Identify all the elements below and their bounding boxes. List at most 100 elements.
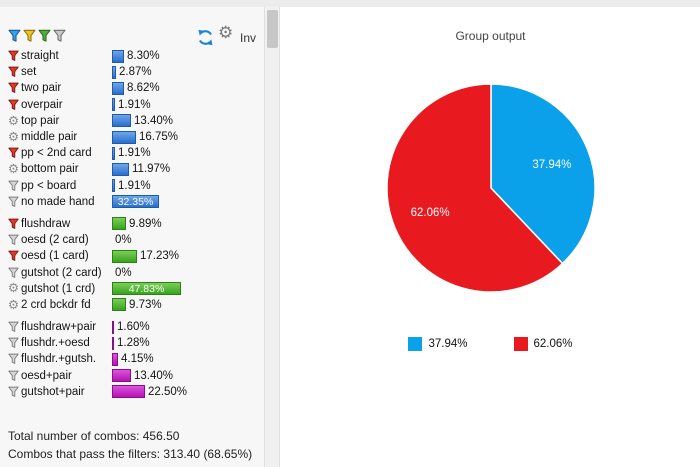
totals-block: Total number of combos: 456.50 Combos th… [8,427,252,463]
stat-row-bottom-pair[interactable]: ⚙ bottom pair 11.97% [6,161,262,177]
filters-panel: ⚙ Inv straight 8.30% set 2.87% two pair … [0,7,264,467]
filter-funnel-gray-icon[interactable] [53,29,66,43]
stat-row-2-crd-bckdr-fd[interactable]: ⚙ 2 crd bckdr fd 9.73% [6,297,262,313]
stat-row-label: bottom pair [21,163,79,176]
stat-bar [112,352,118,366]
stat-row-flushdr-oesd[interactable]: flushdr.+oesd 1.28% [6,335,262,351]
legend-label: 62.06% [533,338,573,350]
funnel-gray-icon[interactable] [6,370,21,382]
stat-bar [112,130,136,144]
stat-row-middle-pair[interactable]: ⚙ middle pair 16.75% [6,129,262,145]
funnel-red-icon[interactable] [6,218,21,230]
stat-bar-wrap: 0% [112,234,262,246]
stat-row-top-pair[interactable]: ⚙ top pair 13.40% [6,113,262,129]
group-output-panel: Group output 37.94% 62.06% 37.94% 62.06% [281,7,700,467]
filter-funnel-yellow-icon[interactable] [23,29,36,43]
stat-row-label: pp < board [21,179,77,192]
vertical-scrollbar[interactable] [264,7,280,467]
chart-legend: 37.94% 62.06% [281,337,700,351]
stat-value: 0% [115,266,132,279]
stat-bar-wrap: 13.40% [112,114,262,128]
stat-row-label: oesd+pair [21,369,72,382]
legend-item: 62.06% [513,337,573,351]
stat-bar [112,336,114,350]
stat-bar [112,249,137,263]
stat-row-oesd-pair[interactable]: oesd+pair 13.40% [6,368,262,384]
stat-row-flushdr-gutsh[interactable]: flushdr.+gutsh. 4.15% [6,351,262,367]
stat-row-label: oesd (1 card) [21,250,89,263]
funnel-gray-icon[interactable] [6,180,21,192]
stat-value: 8.62% [127,82,160,95]
stat-bar: 32.35% [112,195,159,209]
funnel-red-icon[interactable] [6,82,21,94]
stat-row-pp-2nd-card[interactable]: pp < 2nd card 1.91% [6,145,262,161]
stat-row-flushdraw-pair[interactable]: flushdraw+pair 1.60% [6,319,262,335]
settings-gear-icon[interactable]: ⚙ [218,23,234,42]
funnel-red-icon[interactable] [6,99,21,111]
stat-bar-wrap: 1.28% [112,336,262,350]
stat-value: 11.97% [132,163,171,176]
stat-value: 4.15% [121,353,154,366]
stat-row-two-pair[interactable]: two pair 8.62% [6,80,262,96]
stat-value: 8.30% [127,50,160,63]
stat-row-oesd-1-card[interactable]: oesd (1 card) 17.23% [6,248,262,264]
stat-row-label: flushdraw+pair [21,321,97,334]
stat-row-set[interactable]: set 2.87% [6,64,262,80]
stat-value: 1.91% [118,147,151,160]
legend-item: 37.94% [408,337,468,351]
gear-icon[interactable]: ⚙ [7,162,20,177]
stat-bar [112,320,114,334]
stat-value: 17.23% [140,250,180,263]
stat-row-gutshot-2-card[interactable]: gutshot (2 card) 0% [6,264,262,280]
gear-icon[interactable]: ⚙ [7,129,20,144]
stat-bar-wrap: 22.50% [112,385,262,399]
stat-value: 0% [115,234,132,247]
stat-value: 1.91% [118,179,151,192]
stat-row-label: gutshot (2 card) [21,266,102,279]
funnel-gray-icon[interactable] [6,353,21,365]
stat-row-label: flushdraw [21,217,71,230]
stat-bar [112,98,115,112]
stat-bar [112,114,131,128]
stat-value: 1.28% [117,337,150,350]
invert-toggle[interactable]: Inv [240,31,257,45]
stat-row-no-made-hand[interactable]: no made hand 32.35% [6,194,262,210]
filter-funnel-blue-icon[interactable] [8,29,21,43]
stat-bar [112,65,116,79]
funnel-red-icon[interactable] [6,66,21,78]
funnel-red-icon[interactable] [6,250,21,262]
stat-row-oesd-2-card[interactable]: oesd (2 card) 0% [6,232,262,248]
stat-value: 1.91% [118,98,151,111]
stat-bar-wrap: 4.15% [112,352,262,366]
filter-funnel-green-icon[interactable] [38,29,51,43]
funnel-gray-icon[interactable] [6,196,21,208]
top-strip [0,0,700,7]
stat-bar-wrap: 16.75% [112,130,262,144]
stat-bar-wrap: 11.97% [112,162,262,176]
gear-icon[interactable]: ⚙ [7,113,20,128]
stat-row-overpair[interactable]: overpair 1.91% [6,97,262,113]
funnel-gray-icon[interactable] [6,321,21,333]
stat-row-label: no made hand [21,195,95,208]
gear-icon[interactable]: ⚙ [7,297,20,312]
stat-row-gutshot-1-crd[interactable]: ⚙ gutshot (1 crd) 47.83% [6,281,262,297]
pie-chart-svg: 37.94% 62.06% [386,83,596,293]
stat-row-flushdraw[interactable]: flushdraw 9.89% [6,216,262,232]
stat-row-label: gutshot (1 crd) [21,282,96,295]
funnel-gray-icon[interactable] [6,234,21,246]
funnel-red-icon[interactable] [6,50,21,62]
refresh-icon[interactable] [196,28,214,46]
stat-bar-wrap: 1.60% [112,320,262,334]
funnel-gray-icon[interactable] [6,267,21,279]
funnel-red-icon[interactable] [6,147,21,159]
funnel-gray-icon[interactable] [6,337,21,349]
stat-row-label: 2 crd bckdr fd [21,298,91,311]
stat-value: 9.89% [129,217,162,230]
stat-row-gutshot-pair[interactable]: gutshot+pair 22.50% [6,384,262,400]
stat-row-straight[interactable]: straight 8.30% [6,48,262,64]
gear-icon[interactable]: ⚙ [7,281,20,296]
stat-row-label: middle pair [21,131,78,144]
funnel-gray-icon[interactable] [6,386,21,398]
stat-row-pp-board[interactable]: pp < board 1.91% [6,178,262,194]
scrollbar-thumb[interactable] [267,10,278,48]
